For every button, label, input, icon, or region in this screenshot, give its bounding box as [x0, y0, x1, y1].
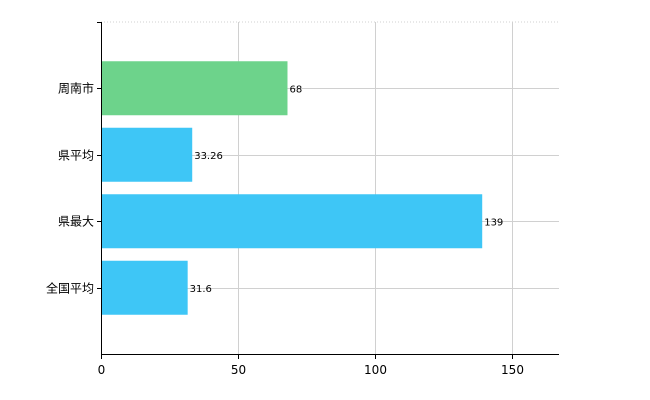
bar-0 [102, 61, 288, 116]
data-label-2: 139 [484, 217, 503, 228]
category-label-1: 県平均 [58, 149, 94, 163]
data-label-0: 68 [289, 84, 302, 95]
x-tick-label-1: 50 [231, 363, 246, 377]
x-tick-label-2: 100 [364, 363, 387, 377]
x-tick-label-3: 150 [501, 363, 524, 377]
data-label-1: 33.26 [194, 151, 223, 162]
data-label-3: 31.6 [190, 284, 212, 295]
category-label-2: 県最大 [58, 215, 94, 229]
x-tick-label-0: 0 [98, 363, 106, 377]
bar-1 [102, 127, 193, 182]
category-label-0: 周南市 [58, 81, 94, 96]
bar-2 [102, 194, 483, 249]
bar-3 [102, 260, 188, 315]
category-label-3: 全国平均 [46, 281, 94, 296]
